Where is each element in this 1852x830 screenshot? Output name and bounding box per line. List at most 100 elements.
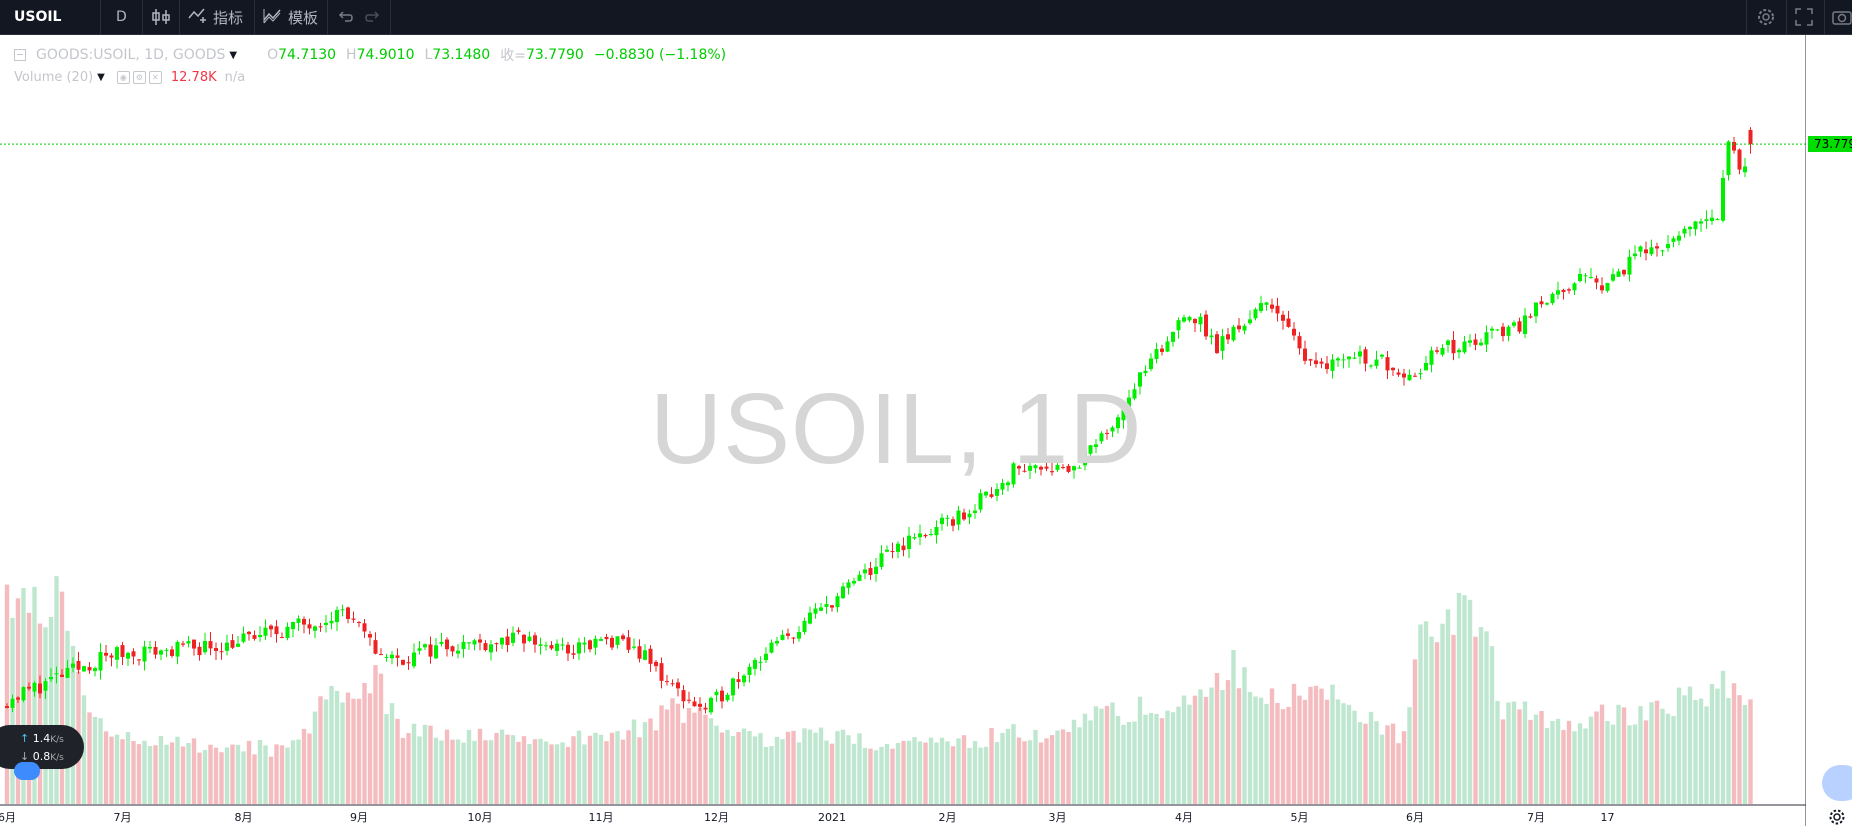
fullscreen-icon[interactable] <box>1795 0 1813 34</box>
volume-bar <box>1489 646 1495 804</box>
candle-body <box>60 674 64 677</box>
volume-bar <box>978 747 983 804</box>
candle-body <box>890 551 895 553</box>
volume-bar <box>329 685 334 804</box>
chevron-down-icon[interactable]: ▼ <box>97 72 105 83</box>
chevron-down-icon[interactable]: ▼ <box>229 49 238 61</box>
candle-body <box>16 697 20 700</box>
interval-button[interactable]: D <box>116 9 127 25</box>
volume-bar <box>747 731 752 804</box>
candle-body <box>1644 249 1648 254</box>
candle-body <box>797 631 801 639</box>
candle-body <box>247 631 251 635</box>
candle-body <box>1528 316 1533 318</box>
x-tick-label: 11月 <box>589 811 614 824</box>
candle-body <box>1391 367 1395 371</box>
volume-bar <box>939 737 945 804</box>
candle-body <box>208 641 213 649</box>
candle-body <box>76 660 81 670</box>
volume-bar <box>362 682 367 804</box>
volume-bar <box>422 724 428 804</box>
candle-body <box>1534 302 1538 317</box>
eye-icon[interactable]: ◉ <box>116 71 130 84</box>
x-tick-label: 6月 <box>0 811 16 824</box>
candle-body <box>1116 417 1120 429</box>
indicators-label: 指标 <box>213 8 244 27</box>
volume-bar <box>367 693 373 804</box>
candle-body <box>225 642 229 651</box>
volume-bar <box>538 738 543 804</box>
upload-value: 1.4 <box>32 732 51 745</box>
candle-body <box>1242 325 1247 331</box>
candle-body <box>1556 290 1560 295</box>
settings-gear-icon[interactable] <box>1756 0 1776 34</box>
volume-bar <box>670 698 675 804</box>
volume-bar <box>769 746 774 804</box>
volume-bar <box>1528 719 1533 804</box>
candle-body <box>1055 464 1060 470</box>
volume-bar <box>1302 699 1308 804</box>
candle-body <box>676 682 680 689</box>
series-title[interactable]: GOODS:USOIL, 1D, GOODS <box>36 47 226 63</box>
candle-body <box>945 517 950 519</box>
candle-body <box>1226 334 1230 340</box>
candle-body <box>989 494 994 497</box>
candle-body <box>962 512 966 520</box>
volume-bar <box>1225 680 1231 804</box>
candle-body <box>1396 372 1401 375</box>
chart-pane[interactable]: 6月 7月 8月 9月 10月 11月 12月 2021 2月 3月 4月 5月 6月 7月 17 <box>0 35 1806 826</box>
undo-icon[interactable] <box>336 0 354 34</box>
volume-bar <box>1077 727 1082 804</box>
volume-bar <box>835 731 840 804</box>
camera-icon[interactable] <box>1832 0 1852 34</box>
candle-body <box>1160 348 1164 352</box>
candle-body <box>1358 351 1362 357</box>
volume-bar <box>697 707 703 804</box>
volume-bar <box>818 727 824 804</box>
candle-body <box>714 691 719 696</box>
chart-type-icon[interactable] <box>150 0 172 34</box>
settings-icon[interactable]: ⚙ <box>132 71 146 84</box>
widget-badge-icon <box>14 762 40 780</box>
volume-bar <box>1374 721 1379 804</box>
candle-body <box>461 641 466 650</box>
candle-body <box>1583 275 1588 277</box>
close-icon[interactable]: ✕ <box>148 71 162 84</box>
candle-body <box>841 586 845 599</box>
toolbar-separator <box>1786 0 1787 34</box>
edit-icon[interactable] <box>1822 765 1852 801</box>
candle-body <box>1737 149 1742 170</box>
volume-bar <box>384 714 389 804</box>
candle-body <box>648 648 653 664</box>
volume-title[interactable]: Volume (20) <box>14 70 94 85</box>
volume-bar <box>499 729 505 804</box>
volume-bar <box>285 747 290 804</box>
templates-button[interactable]: 模板 <box>262 0 318 34</box>
symbol-search-button[interactable]: USOIL <box>14 9 62 25</box>
volume-bar <box>521 736 527 804</box>
indicators-button[interactable]: 指标 <box>187 0 243 34</box>
candle-body <box>1402 373 1406 378</box>
volume-bar <box>1319 688 1324 804</box>
volume-bar <box>967 747 972 804</box>
volume-bar <box>1550 720 1555 804</box>
candle-body <box>87 667 92 671</box>
candle-body <box>566 644 570 654</box>
volume-bar <box>1335 699 1341 804</box>
collapse-legend-icon[interactable] <box>14 49 26 61</box>
candle-body <box>951 519 955 526</box>
candle-body <box>1732 142 1736 151</box>
candle-body <box>148 646 152 649</box>
volume-bar <box>1616 704 1621 804</box>
volume-bar <box>395 718 400 804</box>
candle-body <box>1523 315 1527 335</box>
x-tick-label: 6月 <box>1406 811 1424 824</box>
volume-bar <box>1517 709 1522 804</box>
candle-body <box>219 651 224 653</box>
volume-bar <box>1297 695 1302 804</box>
volume-bar <box>1484 631 1489 804</box>
volume-bar <box>235 744 241 804</box>
redo-icon[interactable] <box>364 0 382 34</box>
axis-settings-gear-icon[interactable] <box>1828 808 1846 830</box>
volume-bar <box>813 732 818 804</box>
